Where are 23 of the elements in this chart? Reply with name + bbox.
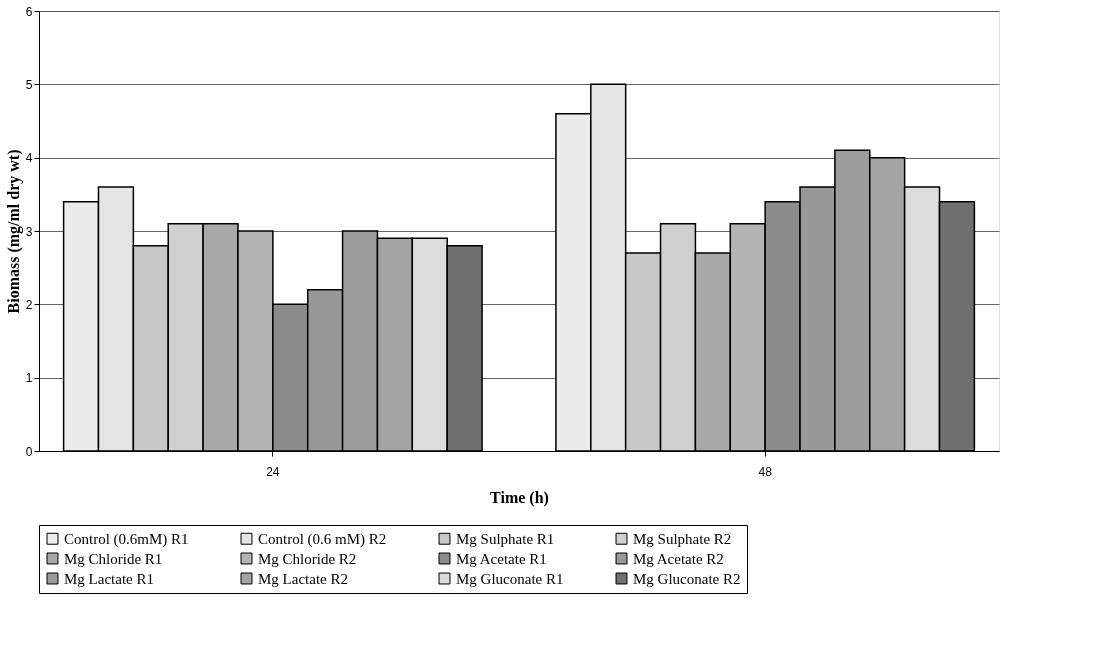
y-tick-label: 1 — [25, 371, 33, 386]
y-tick-label: 4 — [25, 151, 33, 166]
y-tick-label: 3 — [25, 224, 33, 239]
legend-label: Mg Gluconate R2 — [633, 570, 741, 587]
legend-label: Mg Chloride R2 — [258, 550, 357, 567]
legend-label: Control (0.6 mM) R2 — [258, 530, 387, 548]
y-tick-label: 6 — [25, 4, 33, 19]
legend-label: Mg Gluconate R1 — [456, 570, 564, 587]
legend-label: Mg Acetate R2 — [633, 550, 724, 567]
legend-label: Mg Chloride R1 — [64, 550, 163, 567]
x-tick-label: 24 — [266, 464, 280, 479]
legend-label: Mg Acetate R1 — [456, 550, 547, 567]
legend-label: Mg Lactate R1 — [64, 570, 154, 587]
legend-label: Control (0.6mM) R1 — [64, 530, 189, 548]
x-tick-label: 48 — [758, 464, 773, 479]
y-tick-label: 5 — [25, 77, 33, 92]
x-axis-title: Time (h) — [490, 488, 549, 507]
legend-label: Mg Lactate R2 — [258, 570, 348, 587]
legend-label: Mg Sulphate R2 — [633, 530, 732, 547]
y-tick-label: 2 — [25, 297, 33, 312]
y-axis-title: Biomass (mg/ml dry wt) — [4, 149, 23, 314]
y-tick-label: 0 — [25, 444, 33, 459]
legend-label: Mg Sulphate R1 — [456, 530, 555, 547]
